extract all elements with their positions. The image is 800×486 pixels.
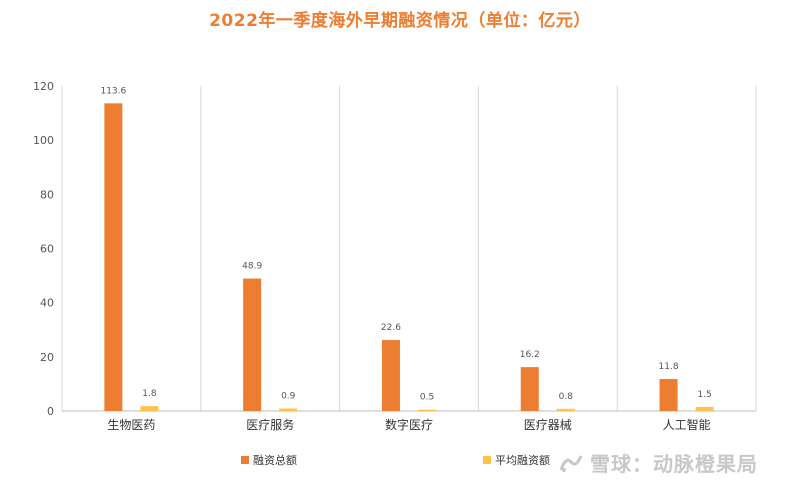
bar-average: [140, 406, 159, 411]
data-label: 0.9: [281, 392, 296, 402]
x-tick-label: 人工智能: [663, 417, 711, 432]
data-label: 48.9: [242, 262, 262, 272]
data-label: 113.6: [100, 86, 126, 96]
bar-average: [418, 409, 437, 411]
legend-swatch-total: [241, 456, 249, 464]
data-label: 16.2: [520, 350, 540, 360]
y-tick-label: 20: [40, 351, 54, 364]
bar-average: [556, 408, 575, 411]
watermark: 雪球：动脉橙果局: [558, 448, 758, 477]
x-tick-label: 医疗器械: [524, 417, 572, 432]
snowball-logo-icon: [558, 452, 584, 474]
y-tick-label: 100: [33, 134, 54, 147]
legend-item-total: 融资总额: [241, 452, 297, 468]
chart-title: 2022年一季度海外早期融资情况（单位：亿元）: [209, 11, 591, 31]
bar-average: [695, 406, 714, 411]
data-label: 0.5: [420, 393, 434, 403]
x-tick-label: 生物医药: [107, 418, 155, 432]
x-tick-label: 医疗服务: [246, 417, 294, 432]
legend-label-average: 平均融资额: [495, 454, 550, 467]
y-tick-label: 40: [40, 297, 54, 310]
data-label: 11.8: [659, 362, 679, 372]
bar-total: [243, 278, 262, 411]
legend-label-total: 融资总额: [253, 454, 297, 467]
data-label: 0.8: [559, 392, 574, 402]
legend-swatch-average: [483, 456, 491, 464]
bar-total: [520, 367, 539, 411]
data-label: 1.5: [697, 390, 711, 400]
watermark-text: 雪球：动脉橙果局: [590, 452, 758, 476]
y-tick-label: 0: [47, 405, 54, 418]
data-label: 1.8: [142, 389, 157, 399]
bar-total: [659, 379, 678, 411]
data-label: 22.6: [381, 323, 401, 333]
bar-total: [104, 103, 123, 411]
bar-total: [381, 340, 400, 411]
legend-item-average: 平均融资额: [483, 452, 550, 468]
y-tick-label: 80: [40, 188, 54, 201]
y-tick-label: 60: [40, 243, 54, 256]
y-tick-label: 120: [33, 80, 54, 93]
bar-average: [279, 408, 298, 411]
x-tick-label: 数字医疗: [385, 417, 433, 432]
